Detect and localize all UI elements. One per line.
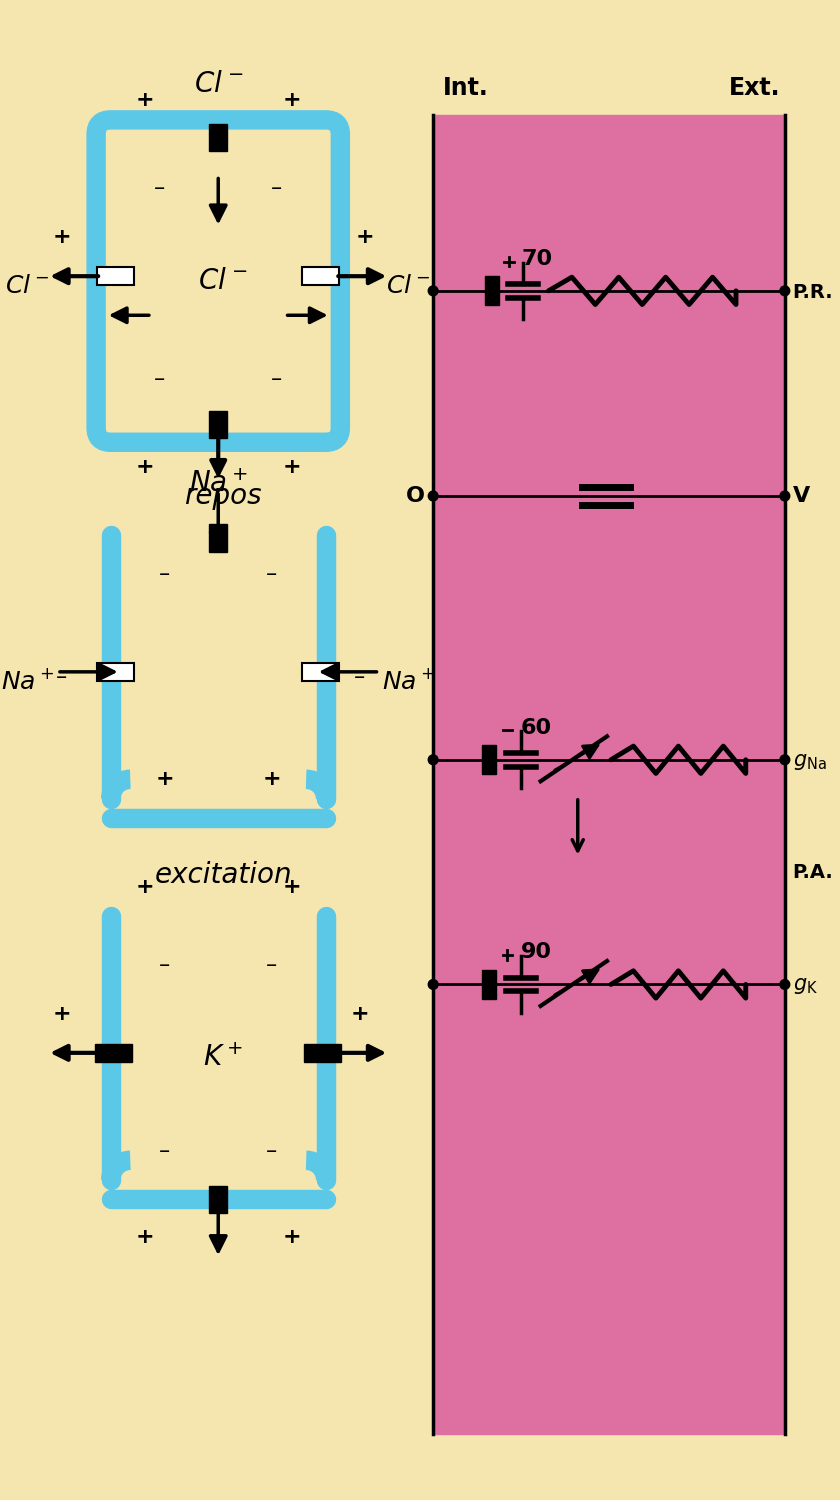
Text: $g_{\rm K}$: $g_{\rm K}$ xyxy=(793,976,817,996)
Text: –: – xyxy=(56,666,67,687)
Text: –: – xyxy=(154,369,165,388)
Text: +: + xyxy=(355,226,374,248)
Text: P.A.: P.A. xyxy=(793,862,833,882)
Circle shape xyxy=(428,490,438,501)
Text: 60: 60 xyxy=(521,717,552,738)
Text: $Cl^-$: $Cl^-$ xyxy=(6,274,50,298)
Text: $Cl^-$: $Cl^-$ xyxy=(198,267,248,296)
Text: +: + xyxy=(135,1227,155,1246)
Text: 90: 90 xyxy=(521,942,552,962)
Bar xyxy=(95,1044,132,1062)
Text: O: O xyxy=(407,486,425,506)
Text: 70: 70 xyxy=(521,249,552,268)
Text: –: – xyxy=(271,369,282,388)
Text: +: + xyxy=(282,878,301,897)
Bar xyxy=(482,746,496,774)
Circle shape xyxy=(780,754,790,765)
Text: +: + xyxy=(350,1004,370,1025)
Text: –: – xyxy=(154,178,165,198)
Bar xyxy=(209,411,227,438)
Bar xyxy=(209,1185,227,1214)
Circle shape xyxy=(780,490,790,501)
Bar xyxy=(482,970,496,999)
Text: Int.: Int. xyxy=(443,76,489,101)
Text: $Na^+$: $Na^+$ xyxy=(189,471,248,498)
Text: –: – xyxy=(266,956,277,975)
Bar xyxy=(209,124,227,152)
Bar xyxy=(304,1044,341,1062)
Text: V: V xyxy=(793,486,810,506)
Text: $Cl^-$: $Cl^-$ xyxy=(386,274,431,298)
Circle shape xyxy=(428,980,438,990)
Bar xyxy=(433,116,785,1434)
Bar xyxy=(485,276,499,306)
Text: +: + xyxy=(282,456,301,477)
Circle shape xyxy=(428,286,438,296)
Text: $K^+$: $K^+$ xyxy=(203,1044,244,1071)
Text: –: – xyxy=(354,666,365,687)
Text: +: + xyxy=(135,456,155,477)
Text: +: + xyxy=(155,770,174,789)
Text: excitation: excitation xyxy=(155,861,292,889)
Text: +: + xyxy=(135,878,155,897)
Text: +: + xyxy=(282,1227,301,1246)
Bar xyxy=(302,663,339,681)
Text: +: + xyxy=(135,90,155,111)
Text: +: + xyxy=(53,1004,71,1025)
Bar xyxy=(97,663,134,681)
Text: repos: repos xyxy=(184,482,262,510)
Circle shape xyxy=(780,980,790,990)
Bar xyxy=(302,267,339,285)
Text: P.R.: P.R. xyxy=(793,284,833,303)
Circle shape xyxy=(780,286,790,296)
Text: –: – xyxy=(159,564,171,584)
Bar xyxy=(97,267,134,285)
Text: –: – xyxy=(159,1140,171,1161)
Text: $Cl^-$: $Cl^-$ xyxy=(193,69,243,98)
Bar xyxy=(209,525,227,552)
Text: –: – xyxy=(271,178,282,198)
Text: –: – xyxy=(266,564,277,584)
Text: $Na^+$: $Na^+$ xyxy=(1,669,55,694)
Text: +: + xyxy=(282,90,301,111)
Text: $g_{\rm Na}$: $g_{\rm Na}$ xyxy=(793,752,827,771)
Circle shape xyxy=(428,754,438,765)
Text: –: – xyxy=(266,1140,277,1161)
Text: Ext.: Ext. xyxy=(728,76,780,101)
Text: +: + xyxy=(263,770,281,789)
Text: +: + xyxy=(53,226,71,248)
Text: $Na^+$: $Na^+$ xyxy=(382,669,435,694)
Text: –: – xyxy=(159,956,171,975)
